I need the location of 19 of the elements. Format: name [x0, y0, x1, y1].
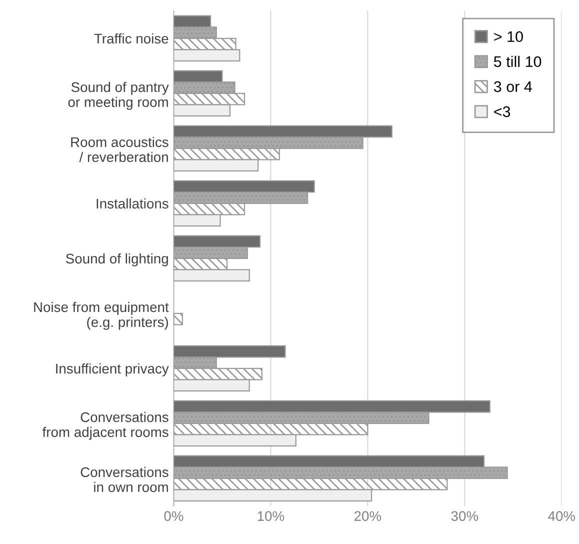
legend-label: <3 — [494, 106, 510, 118]
y-tick-label: Room acoustics / reverberation — [71, 136, 168, 162]
y-tick-label: Traffic noise — [94, 33, 168, 44]
x-tick-label: 30% — [451, 511, 478, 521]
y-tick-label: Noise from equipment (e.g. printers) — [34, 302, 169, 330]
legend-label: 5 till 10 — [494, 56, 542, 68]
y-tick-label: Insufficient privacy — [56, 363, 169, 376]
y-tick-label: Sound of pantry or meeting room — [68, 82, 169, 110]
x-tick-label: 0% — [164, 511, 184, 521]
y-tick-label: Conversations from adjacent rooms — [42, 412, 168, 440]
bar — [174, 312, 183, 326]
y-tick-label: Installations — [96, 198, 168, 209]
y-tick-label: Conversations in own room — [80, 466, 168, 492]
x-tick-label: 20% — [354, 511, 382, 521]
legend-label: > 10 — [494, 31, 523, 42]
x-tick-label: 40% — [548, 511, 576, 521]
legend-label: 3 or 4 — [494, 81, 532, 92]
y-tick-label: Sound of lighting — [66, 253, 168, 266]
x-tick-label: 10% — [258, 511, 284, 521]
